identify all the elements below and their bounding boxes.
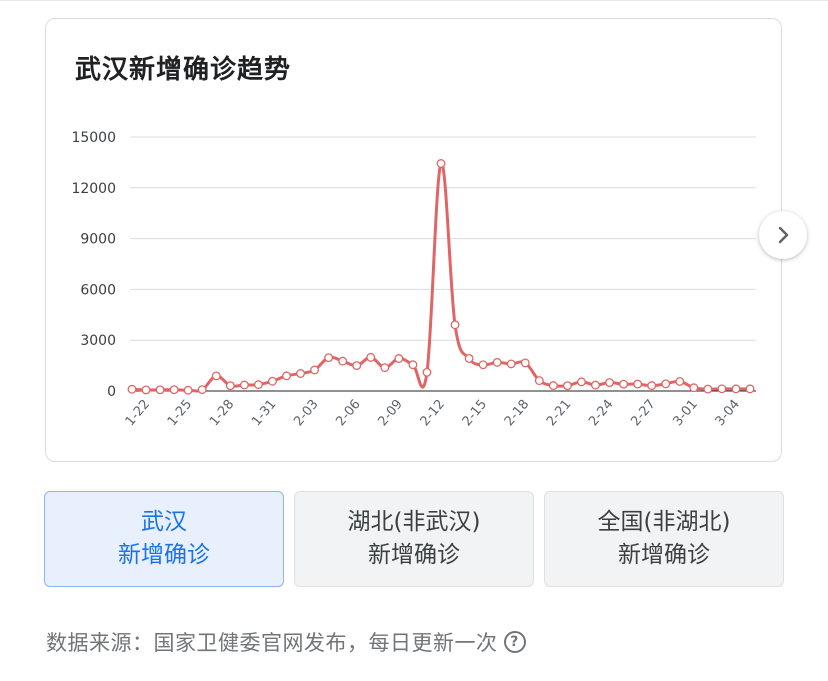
x-tick-label: 1-28 (207, 397, 237, 429)
chevron-right-icon (778, 226, 789, 244)
y-tick-label: 6000 (80, 282, 116, 298)
data-point (605, 378, 614, 388)
tab-hubei-non-wuhan[interactable]: 湖北(非武汉) 新增确诊 (294, 491, 534, 587)
trend-card: 武汉新增确诊趋势 (45, 18, 782, 462)
data-point (239, 380, 249, 390)
data-point (169, 385, 179, 395)
data-point (689, 383, 699, 393)
x-tick-label: 2-18 (502, 397, 532, 429)
data-point (675, 376, 685, 386)
data-point (380, 363, 390, 373)
data-point (478, 360, 488, 370)
data-point (619, 379, 629, 389)
data-point (253, 380, 263, 390)
data-point (338, 356, 348, 366)
x-tick-label: 1-31 (249, 397, 279, 429)
x-tick-label: 2-24 (586, 397, 616, 429)
tab-national-line1: 全国(非湖北) (597, 509, 731, 535)
data-point (155, 385, 165, 395)
series-line (131, 161, 751, 393)
data-point (268, 376, 277, 386)
tab-national-line2: 新增确诊 (618, 542, 710, 568)
data-point (394, 354, 404, 363)
data-source-text: 数据来源：国家卫健委官网发布，每日更新一次 (46, 631, 498, 655)
data-point (183, 385, 193, 395)
data-point (534, 376, 544, 386)
tab-national-non-hubei[interactable]: 全国(非湖北) 新增确诊 (544, 491, 784, 587)
data-point (408, 360, 418, 370)
data-point (661, 379, 671, 389)
data-point (310, 365, 320, 375)
data-source-footer: 数据来源：国家卫健委官网发布，每日更新一次 ? (46, 627, 526, 657)
x-tick-label: 1-25 (165, 397, 195, 429)
data-point (324, 353, 334, 363)
tab-wuhan-line1: 武汉 (141, 509, 187, 535)
data-point (745, 384, 755, 394)
data-point (633, 379, 643, 389)
x-tick-label: 2-09 (375, 397, 405, 429)
x-tick-label: 2-06 (333, 397, 363, 429)
data-point (366, 352, 376, 362)
data-point (422, 367, 432, 377)
help-icon[interactable]: ? (503, 631, 526, 653)
data-point (141, 385, 151, 395)
data-point (717, 384, 727, 394)
data-point (436, 159, 446, 168)
data-point (506, 359, 516, 369)
data-point (591, 380, 600, 390)
data-point (731, 384, 741, 394)
data-point (211, 371, 221, 381)
x-tick-label: 3-04 (713, 397, 743, 429)
data-point (225, 381, 235, 391)
next-chart-button[interactable] (759, 211, 807, 259)
data-point (197, 385, 207, 395)
data-point (703, 384, 713, 394)
data-point (548, 381, 558, 391)
data-point (520, 358, 530, 368)
data-point (282, 371, 291, 381)
data-point (296, 369, 305, 378)
x-tick-label: 2-27 (628, 397, 658, 429)
tab-hubei-line1: 湖北(非武汉) (347, 509, 481, 535)
x-tick-label: 1-22 (123, 397, 153, 429)
top-divider (0, 0, 828, 1)
x-tick-label: 2-15 (460, 397, 490, 429)
y-tick-label: 3000 (80, 333, 116, 349)
data-point (127, 384, 137, 394)
y-tick-label: 12000 (71, 181, 116, 197)
data-point (464, 353, 474, 363)
x-tick-label: 2-03 (291, 397, 321, 429)
card-title: 武汉新增确诊趋势 (75, 55, 292, 85)
x-tick-label: 2-21 (544, 397, 574, 429)
tab-wuhan[interactable]: 武汉 新增确诊 (44, 491, 284, 587)
y-tick-label: 0 (107, 384, 116, 400)
data-point (562, 381, 572, 391)
y-tick-label: 15000 (71, 130, 116, 146)
data-point (450, 320, 460, 330)
trend-chart: 0 3000 6000 9000 12000 15000 1-22 1-25 1-28 1-31 2… (71, 130, 756, 429)
data-point (577, 377, 586, 387)
x-tick-label: 2-12 (418, 397, 448, 429)
tab-hubei-line2: 新增确诊 (368, 542, 460, 568)
data-point (492, 357, 502, 367)
y-tick-label: 9000 (80, 232, 116, 248)
data-point (647, 381, 657, 391)
tab-wuhan-line2: 新增确诊 (118, 542, 210, 568)
x-tick-label: 3-01 (670, 397, 700, 429)
data-point (352, 361, 362, 371)
